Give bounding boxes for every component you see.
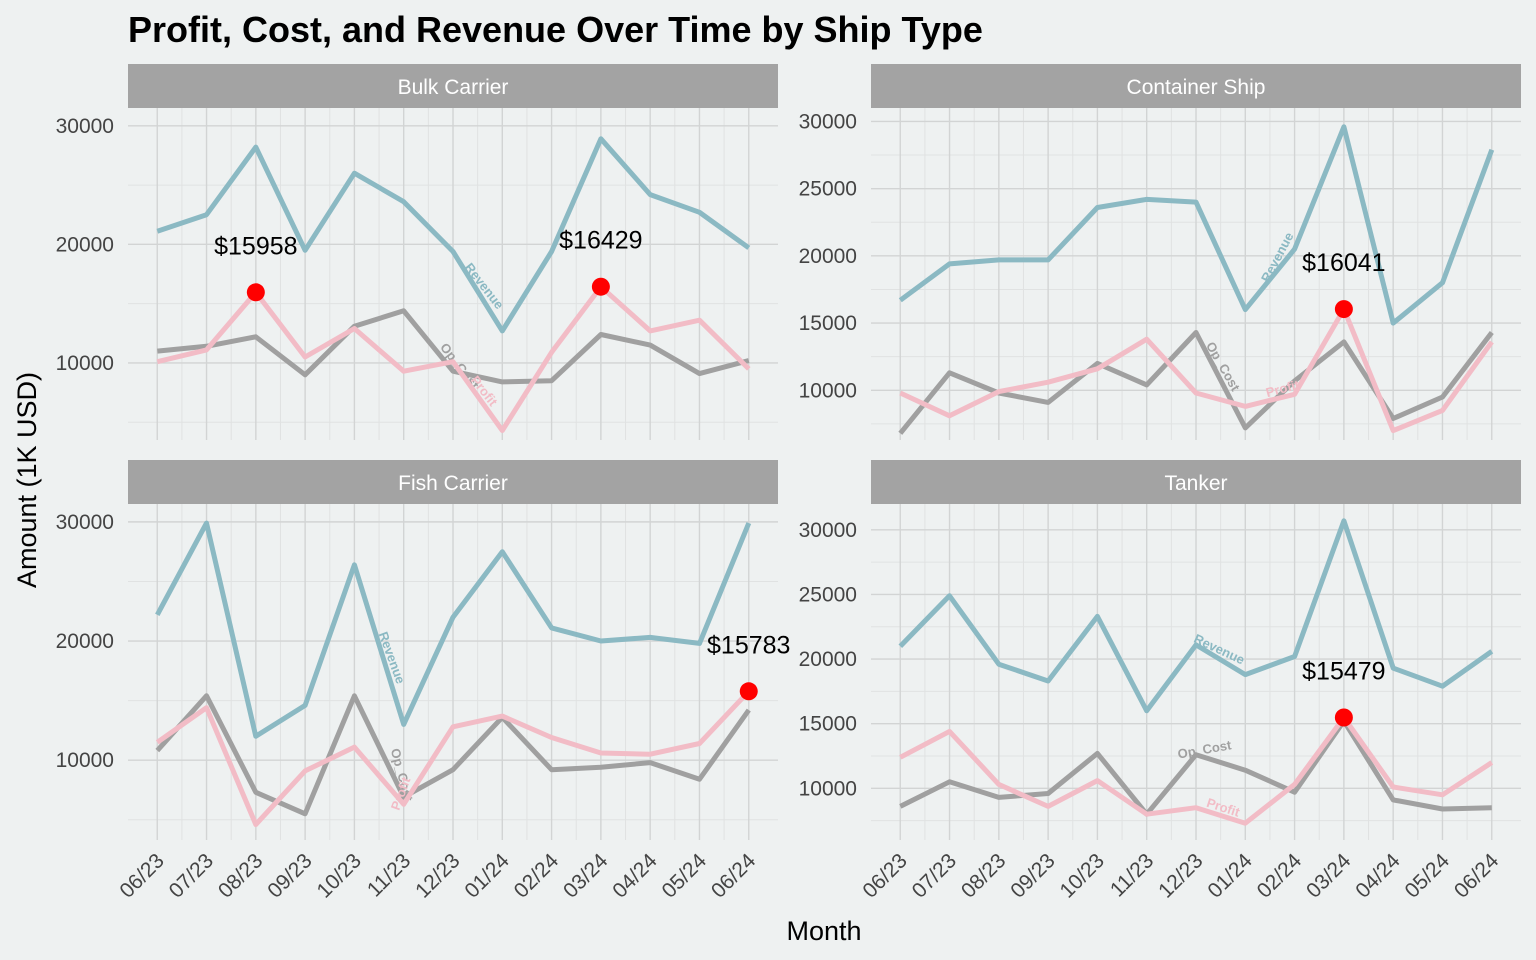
y-tick-label: 15000 bbox=[799, 312, 857, 335]
series-line-profit bbox=[899, 306, 1494, 434]
x-tick-label: 09/23 bbox=[1006, 849, 1059, 902]
strip-tanker bbox=[871, 460, 1521, 504]
x-tick-label: 08/23 bbox=[957, 849, 1010, 902]
series-line-revenue bbox=[155, 520, 752, 739]
panel-fish-carrier: 10000 20000 30000 Fish Carrier 06/2307/2308/… bbox=[56, 460, 790, 903]
strip-label: Fish Carrier bbox=[398, 472, 508, 495]
peak-label: $15783 bbox=[707, 631, 790, 659]
peak-point bbox=[1334, 708, 1353, 727]
y-tick-label: 10000 bbox=[799, 379, 857, 402]
x-tick-label: 11/23 bbox=[363, 849, 415, 901]
x-tick-label: 06/23 bbox=[115, 849, 168, 902]
x-axis-title: Month bbox=[786, 916, 861, 946]
y-tick-label: 20000 bbox=[56, 630, 114, 653]
x-tick-label: 05/24 bbox=[1401, 849, 1455, 903]
x-tick-label: 03/24 bbox=[559, 849, 613, 903]
peak-point bbox=[1334, 300, 1353, 319]
y-tick-label: 20000 bbox=[799, 245, 857, 268]
strip-label: Container Ship bbox=[1127, 76, 1266, 99]
y-tick-label: 25000 bbox=[799, 583, 857, 606]
y-tick-label: 30000 bbox=[799, 519, 857, 542]
peak-point bbox=[246, 283, 265, 302]
x-tick-label: 07/23 bbox=[165, 849, 218, 902]
x-tick-label: 09/23 bbox=[263, 849, 316, 902]
x-tick-label: 06/24 bbox=[707, 849, 761, 903]
x-tick-label: 11/23 bbox=[1106, 849, 1158, 901]
x-tick-label: 03/24 bbox=[1302, 849, 1356, 903]
peak-label: $16041 bbox=[1302, 249, 1385, 277]
peak-label: $15479 bbox=[1302, 658, 1385, 686]
y-tick-label: 25000 bbox=[799, 178, 857, 201]
series-line-revenue bbox=[156, 136, 751, 334]
chart-title: Profit, Cost, and Revenue Over Time by S… bbox=[128, 9, 983, 50]
strip-label: Tanker bbox=[1164, 472, 1227, 495]
strip-fish-carrier bbox=[128, 460, 778, 504]
x-tick-label: 12/23 bbox=[411, 849, 464, 902]
y-tick-label: 30000 bbox=[56, 115, 114, 138]
y-tick-label: 10000 bbox=[799, 777, 857, 800]
x-tick-label: 04/24 bbox=[608, 849, 662, 903]
x-tick-label: 02/24 bbox=[510, 849, 564, 903]
x-tick-label: 08/23 bbox=[214, 849, 267, 902]
series-line-revenue bbox=[898, 518, 1494, 714]
y-tick-label: 20000 bbox=[56, 233, 114, 256]
panel-tanker: 10000 15000 20000 25000 30000 Tanker 06/2307/2… bbox=[799, 460, 1521, 903]
y-tick-label: 10000 bbox=[56, 749, 114, 772]
x-tick-label: 02/24 bbox=[1253, 849, 1307, 903]
x-tick-label: 12/23 bbox=[1154, 849, 1207, 902]
y-tick-label: 30000 bbox=[799, 110, 857, 133]
y-tick-label: 30000 bbox=[56, 511, 114, 534]
y-tick-label: 10000 bbox=[56, 352, 114, 375]
series-line-revenue bbox=[898, 124, 1495, 326]
series-line-op-cost bbox=[899, 718, 1492, 817]
y-tick-label: 20000 bbox=[799, 648, 857, 671]
strip-bulk-carrier bbox=[128, 64, 778, 108]
y-tick-label: 15000 bbox=[799, 713, 857, 736]
strip-container-ship bbox=[871, 64, 1521, 108]
x-tick-label: 01/24 bbox=[460, 849, 514, 903]
peak-label: $15958 bbox=[214, 232, 297, 260]
x-tick-label: 06/24 bbox=[1450, 849, 1504, 903]
x-tick-label: 10/23 bbox=[313, 849, 366, 902]
x-tick-label: 07/23 bbox=[908, 849, 961, 902]
series-line-profit bbox=[899, 715, 1494, 826]
series-line-profit bbox=[155, 689, 751, 827]
y-axis-title: Amount (1K USD) bbox=[12, 372, 42, 588]
peak-point bbox=[591, 277, 610, 296]
series-line-op-cost bbox=[157, 308, 750, 385]
x-tick-label: 06/23 bbox=[858, 849, 911, 902]
x-tick-label: 01/24 bbox=[1203, 849, 1257, 903]
x-tick-label: 05/24 bbox=[658, 849, 712, 903]
peak-point bbox=[739, 682, 758, 701]
x-tick-label: 10/23 bbox=[1056, 849, 1109, 902]
strip-label: Bulk Carrier bbox=[398, 76, 509, 99]
peak-label: $16429 bbox=[559, 227, 642, 255]
x-tick-label: 04/24 bbox=[1351, 849, 1405, 903]
series-line-op-cost bbox=[155, 693, 751, 817]
